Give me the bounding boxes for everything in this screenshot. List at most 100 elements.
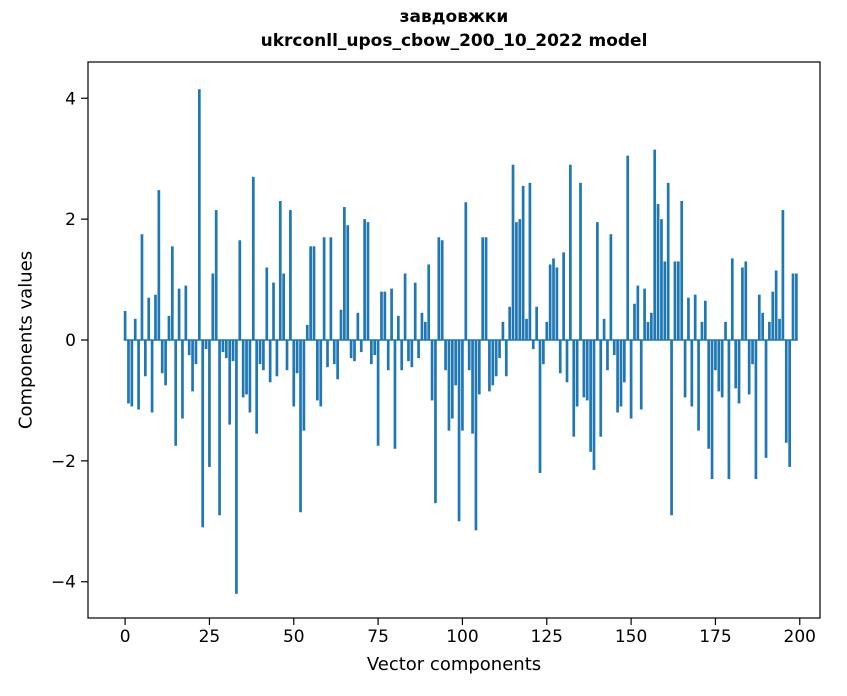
chart-subtitle: ukrconll_upos_cbow_200_10_2022 model [260,31,648,51]
bar [542,340,545,365]
bar [531,340,535,350]
bar [703,300,707,340]
bar [268,340,272,383]
bar [208,340,211,467]
bar [626,155,630,340]
bar [623,340,626,383]
bar [724,321,727,340]
bar [174,340,178,446]
x-axis-label: Vector components [366,654,542,675]
bar [619,340,623,407]
bar [525,318,528,340]
bar [356,312,360,340]
bar [241,340,245,398]
bar [450,340,454,419]
bar [741,267,744,340]
bar [133,318,137,340]
bar [720,340,724,398]
x-tick-label: 125 [531,627,563,647]
bar [147,297,151,340]
bar [373,340,377,356]
bar [410,340,414,368]
bar [461,340,464,431]
bar [349,340,353,359]
bar [177,288,181,340]
bar [339,309,343,340]
bar [346,225,350,340]
bar [606,340,609,371]
bar [714,340,717,371]
bar [602,318,606,340]
bar [396,315,400,340]
bar [221,340,225,353]
bar [774,270,778,340]
bar [197,89,201,340]
bar [245,340,248,395]
bar [653,149,657,340]
bar [700,321,704,340]
bar [144,340,147,377]
bar [224,340,228,359]
bar [248,340,252,413]
bar [656,204,660,340]
bar [504,340,508,377]
bar [231,340,235,362]
bar [295,340,299,374]
bar [390,288,393,340]
x-tick-label: 25 [199,627,221,647]
bar [518,219,522,340]
bar [319,340,323,407]
x-tick-label: 75 [367,627,389,647]
bar [272,282,275,340]
bar [670,340,673,516]
bar [329,237,333,340]
bar [717,340,721,392]
bar [289,210,292,340]
bar [157,190,161,340]
bar [457,340,461,522]
bar [751,340,754,365]
bar [235,340,238,594]
bar [366,222,370,340]
bar [754,340,758,479]
bar [437,237,441,340]
bar [265,267,269,340]
bar [791,273,795,340]
bar [616,340,619,413]
bar [423,321,427,340]
bar [778,318,781,340]
bar [683,340,687,398]
bar [565,340,569,383]
bar [552,258,555,340]
bar [137,340,140,410]
bar [488,340,491,392]
bar [434,340,437,504]
bar [430,340,434,401]
bar [680,201,684,340]
bar [673,261,677,340]
bar [579,182,582,340]
bar [427,264,431,340]
bar [612,340,616,356]
bar [187,340,191,356]
bar [784,340,788,443]
bar [184,285,188,340]
bar [687,297,690,340]
bar [312,246,316,340]
bar [403,273,407,340]
bar [710,340,714,479]
bar [309,246,312,340]
bar [494,340,498,377]
bar [515,222,518,340]
bar [491,340,495,386]
bar [596,222,599,340]
bar [727,340,731,479]
bar [663,261,667,340]
bar [282,273,285,340]
bar [201,340,205,528]
bar [643,288,646,340]
bar [316,340,319,401]
bar [420,312,424,340]
chart-title-block: завдовжки ukrconll_upos_cbow_200_10_2022… [88,5,820,53]
bar [285,340,289,371]
